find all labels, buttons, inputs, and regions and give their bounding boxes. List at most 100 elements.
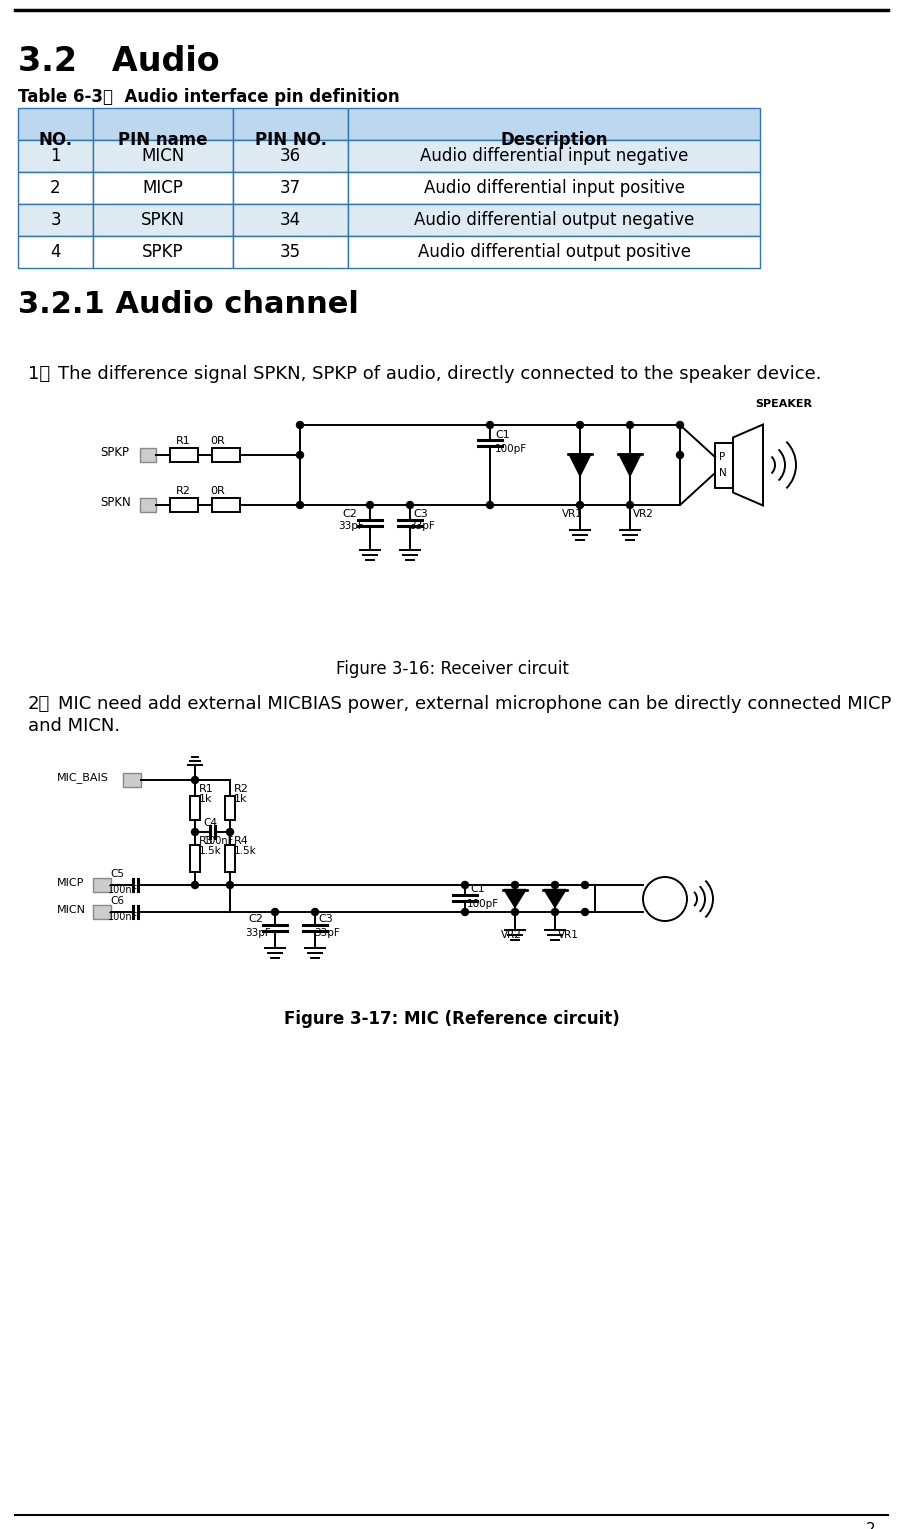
- Circle shape: [192, 777, 198, 783]
- Text: 1.5k: 1.5k: [199, 846, 222, 856]
- Text: VR1: VR1: [562, 509, 583, 518]
- Text: C4: C4: [203, 818, 217, 829]
- Text: R4: R4: [234, 836, 249, 846]
- Text: The difference signal SPKN, SPKP of audio, directly connected to the speaker dev: The difference signal SPKN, SPKP of audi…: [58, 365, 822, 382]
- Circle shape: [626, 422, 634, 428]
- Polygon shape: [569, 454, 591, 476]
- Text: 3.2   Audio: 3.2 Audio: [18, 44, 220, 78]
- Circle shape: [462, 908, 469, 916]
- Bar: [212, 448, 240, 462]
- Bar: [225, 846, 235, 872]
- Bar: [140, 448, 156, 462]
- Text: SPKN: SPKN: [141, 211, 185, 229]
- Text: SPKN: SPKN: [100, 495, 130, 509]
- Bar: [93, 141, 233, 171]
- Bar: [18, 141, 93, 171]
- Text: 37: 37: [280, 179, 301, 197]
- Text: VR2: VR2: [633, 509, 654, 518]
- Text: MIC need add external MICBIAS power, external microphone can be directly connect: MIC need add external MICBIAS power, ext…: [58, 696, 891, 713]
- Bar: [18, 171, 93, 203]
- Polygon shape: [619, 454, 641, 476]
- Text: 2: 2: [50, 179, 61, 197]
- Bar: [715, 442, 733, 488]
- Text: 34: 34: [280, 211, 301, 229]
- Text: C2: C2: [342, 509, 357, 518]
- Circle shape: [576, 502, 584, 509]
- Text: SPEAKER: SPEAKER: [755, 399, 812, 408]
- Text: R2: R2: [234, 784, 249, 794]
- Text: 33pF: 33pF: [314, 928, 339, 937]
- Circle shape: [272, 908, 279, 916]
- Bar: [190, 846, 200, 872]
- Circle shape: [487, 502, 493, 509]
- Bar: [123, 774, 141, 787]
- Text: R2: R2: [176, 486, 190, 495]
- Polygon shape: [733, 425, 763, 506]
- Text: Table 6-3：  Audio interface pin definition: Table 6-3： Audio interface pin definitio…: [18, 89, 400, 106]
- Bar: [348, 109, 760, 141]
- Bar: [233, 235, 348, 268]
- Text: 0R: 0R: [211, 436, 225, 446]
- Circle shape: [626, 502, 634, 509]
- Text: 1.5k: 1.5k: [234, 846, 257, 856]
- Text: 2: 2: [865, 1521, 875, 1529]
- Bar: [348, 203, 760, 235]
- Bar: [233, 141, 348, 171]
- Circle shape: [462, 882, 469, 888]
- Bar: [190, 797, 200, 820]
- Text: 100nF: 100nF: [204, 836, 234, 846]
- Text: 33pF: 33pF: [245, 928, 271, 937]
- Bar: [93, 878, 111, 891]
- Circle shape: [297, 451, 303, 459]
- Text: Figure 3-16: Receiver circuit: Figure 3-16: Receiver circuit: [336, 661, 568, 677]
- Text: R1: R1: [176, 436, 190, 446]
- Bar: [348, 141, 760, 171]
- Circle shape: [406, 502, 414, 509]
- Circle shape: [297, 422, 303, 428]
- Text: MIC_BAIS: MIC_BAIS: [57, 772, 109, 783]
- Polygon shape: [544, 890, 566, 908]
- Bar: [233, 203, 348, 235]
- Bar: [233, 109, 348, 141]
- Text: R3: R3: [199, 836, 214, 846]
- Bar: [18, 203, 93, 235]
- Circle shape: [582, 882, 588, 888]
- Circle shape: [226, 829, 233, 835]
- Text: C5: C5: [110, 868, 124, 879]
- Circle shape: [311, 908, 319, 916]
- Text: C3: C3: [413, 509, 428, 518]
- Text: N: N: [719, 468, 727, 479]
- Bar: [93, 905, 111, 919]
- Text: 1、: 1、: [28, 365, 50, 382]
- Text: 100pF: 100pF: [495, 443, 527, 454]
- Text: 0R: 0R: [211, 486, 225, 495]
- Text: Audio differential input negative: Audio differential input negative: [420, 147, 688, 165]
- Bar: [140, 498, 156, 512]
- Text: C6: C6: [110, 896, 124, 907]
- Bar: [212, 498, 240, 512]
- Circle shape: [226, 882, 233, 888]
- Bar: [170, 448, 198, 462]
- Text: 36: 36: [280, 147, 301, 165]
- Text: Audio differential input positive: Audio differential input positive: [424, 179, 684, 197]
- Circle shape: [582, 908, 588, 916]
- Text: VR2: VR2: [501, 930, 522, 940]
- Bar: [93, 109, 233, 141]
- Text: MICN: MICN: [57, 905, 86, 914]
- Circle shape: [677, 451, 683, 459]
- Text: 100nF: 100nF: [108, 911, 138, 922]
- Text: 1: 1: [50, 147, 61, 165]
- Text: MICP: MICP: [57, 878, 84, 888]
- Text: NO.: NO.: [38, 131, 72, 148]
- Bar: [348, 171, 760, 203]
- Bar: [93, 171, 233, 203]
- Text: 4: 4: [51, 243, 61, 261]
- Bar: [348, 235, 760, 268]
- Bar: [18, 109, 93, 141]
- Text: PIN name: PIN name: [119, 131, 208, 148]
- Text: 3: 3: [50, 211, 61, 229]
- Text: 2、: 2、: [28, 696, 51, 713]
- Bar: [170, 498, 198, 512]
- Polygon shape: [504, 890, 526, 908]
- Text: 33pF: 33pF: [338, 521, 364, 531]
